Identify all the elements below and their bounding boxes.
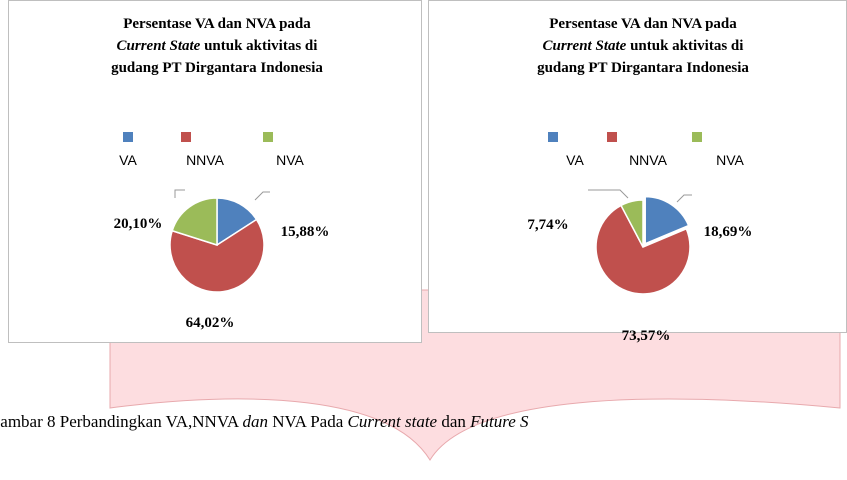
legend-swatch: [692, 132, 702, 142]
caption-part: Gambar 8 Perbandingkan VA,NNVA: [0, 412, 243, 431]
legend-swatch: [181, 132, 191, 142]
title-part: untuk aktivitas di: [626, 38, 743, 54]
data-label: 73,57%: [622, 328, 671, 344]
caption-part: Current state: [348, 412, 438, 431]
data-label: 18,69%: [704, 224, 753, 240]
legend-swatch: [263, 132, 273, 142]
chart-title: Persentase VA dan NVA pada Current State …: [111, 16, 323, 76]
pie-slice: [644, 195, 690, 245]
legend-label: NNVA: [629, 152, 668, 168]
data-label: 7,74%: [527, 217, 568, 233]
legend-label: VA: [119, 152, 137, 168]
caption-part: NVA Pada: [268, 412, 348, 431]
leader-line: [588, 189, 692, 203]
title-part: Persentase VA dan NVA pada: [123, 16, 311, 32]
title-part: untuk aktivitas di: [200, 38, 317, 54]
data-label: 20,10%: [114, 216, 163, 232]
caption-part: dan: [243, 412, 269, 431]
legend-label: NVA: [276, 152, 304, 168]
legend-label: VA: [566, 152, 584, 168]
caption-part: dan: [437, 412, 470, 431]
title-part: gudang PT Dirgantara Indonesia: [537, 60, 749, 76]
pie-slice: [216, 197, 258, 247]
legend-swatch: [123, 132, 133, 142]
caption: Gambar 8 Perbandingkan VA,NNVA dan NVA P…: [0, 412, 529, 431]
title-part: Current State: [117, 38, 201, 54]
chart-title: Persentase VA dan NVA pada Current State …: [537, 16, 749, 76]
legend-label: NVA: [716, 152, 744, 168]
title-part: Current State: [543, 38, 627, 54]
legend-label: NNVA: [186, 152, 225, 168]
legend-swatch: [548, 132, 558, 142]
title-part: gudang PT Dirgantara Indonesia: [111, 60, 323, 76]
title-part: Persentase VA dan NVA pada: [549, 16, 737, 32]
legend-swatch: [607, 132, 617, 142]
data-label: 15,88%: [281, 224, 330, 240]
leader-line: [174, 189, 270, 201]
caption-part: Future S: [469, 412, 529, 431]
data-label: 64,02%: [186, 315, 235, 331]
pie-slice: [620, 199, 644, 248]
pie-slice: [595, 204, 691, 295]
pie-slice: [171, 197, 218, 247]
